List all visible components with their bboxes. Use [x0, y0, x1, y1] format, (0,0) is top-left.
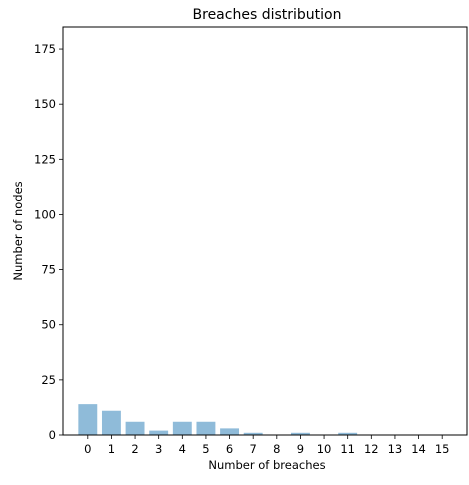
x-tick-label: 2: [131, 442, 138, 456]
y-tick-label: 25: [41, 373, 56, 387]
x-tick-label: 9: [297, 442, 304, 456]
x-tick-label: 10: [317, 442, 332, 456]
bar-1: [101, 410, 121, 435]
bar-6: [220, 428, 240, 435]
x-tick-label: 1: [108, 442, 115, 456]
x-axis-label: Number of breaches: [208, 458, 325, 472]
x-tick-label: 14: [411, 442, 426, 456]
bar-2: [125, 421, 145, 435]
y-tick-label: 100: [34, 207, 56, 221]
x-tick-label: 11: [340, 442, 355, 456]
y-tick-label: 125: [34, 152, 56, 166]
bar-11: [338, 432, 358, 435]
y-axis-label: Number of nodes: [11, 181, 25, 280]
x-tick-label: 5: [202, 442, 209, 456]
y-tick-label: 75: [41, 263, 56, 277]
bar-0: [78, 404, 98, 435]
x-tick-label: 8: [273, 442, 280, 456]
chart-title: Breaches distribution: [193, 7, 342, 23]
y-axis: 0 25 50 75 100 125 150 175: [34, 42, 63, 442]
x-tick-label: 6: [226, 442, 233, 456]
x-tick-label: 15: [435, 442, 450, 456]
bar-4: [172, 421, 192, 435]
x-tick-label: 0: [84, 442, 91, 456]
x-tick-label: 12: [364, 442, 379, 456]
y-tick-label: 175: [34, 42, 56, 56]
y-tick-label: 0: [49, 428, 56, 442]
bar-3: [149, 430, 169, 435]
x-tick-label: 7: [250, 442, 257, 456]
bar-9: [290, 432, 310, 435]
plot-frame: [62, 26, 468, 436]
y-tick-label: 50: [41, 318, 56, 332]
bars: [78, 404, 358, 435]
y-tick-label: 150: [34, 97, 56, 111]
bar-5: [196, 421, 216, 435]
x-tick-label: 3: [155, 442, 162, 456]
x-tick-label: 4: [179, 442, 186, 456]
x-axis: 0 1 2 3 4 5 6 7 8 9 10 11 12 13 14 15: [84, 435, 450, 456]
bar-7: [243, 432, 263, 435]
x-tick-label: 13: [388, 442, 403, 456]
